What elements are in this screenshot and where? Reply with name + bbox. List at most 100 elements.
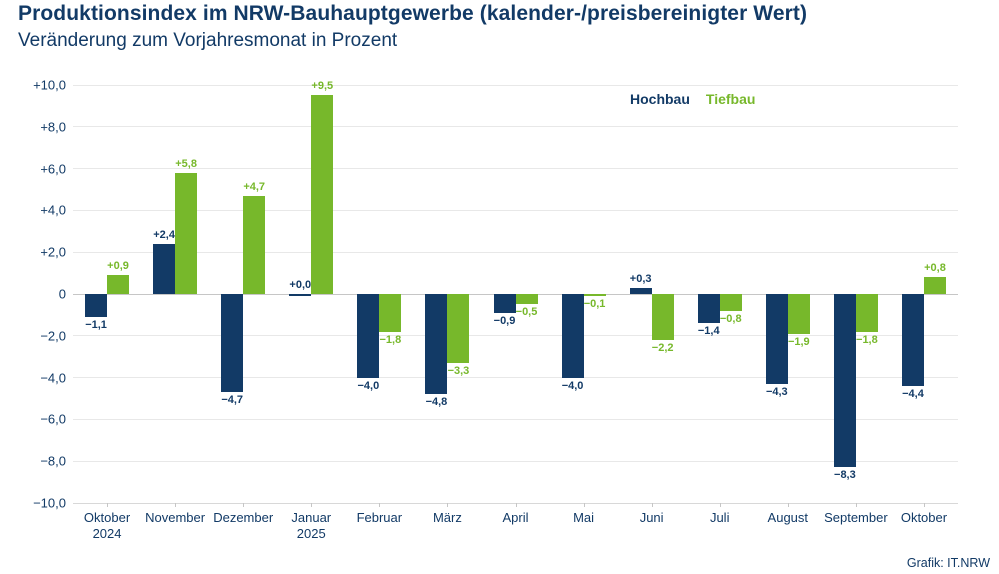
value-label-hochbau-3: −4,7: [221, 394, 244, 407]
bar-hochbau-8: [561, 294, 584, 378]
bar-hochbau-4: [289, 294, 312, 296]
y-axis-tick-label: +8,0: [40, 119, 66, 135]
x-axis-label-10: Juli: [709, 510, 730, 525]
chart-title: Produktionsindex im NRW-Bauhauptgewerbe …: [18, 2, 808, 25]
bar-tiefbau-7: [515, 294, 538, 305]
bar-tiefbau-6: [447, 294, 470, 363]
value-label-tiefbau-7: −0,5: [515, 306, 538, 319]
value-label-tiefbau-5: −1,8: [379, 333, 402, 346]
value-label-hochbau-2: +2,4: [153, 228, 175, 241]
x-axis-label-6: März: [432, 510, 462, 525]
x-axis-tick: [311, 503, 313, 507]
bar-hochbau-7: [493, 294, 516, 313]
bar-hochbau-2: [153, 243, 176, 294]
x-axis-label-9: Juni: [639, 510, 664, 525]
gridline-y-10: [73, 84, 958, 86]
bar-hochbau-9: [629, 287, 652, 294]
gridline-y--2: [73, 335, 958, 337]
bar-tiefbau-13: [923, 277, 946, 294]
bar-tiefbau-8: [583, 294, 606, 297]
value-label-tiefbau-10: −0,8: [719, 312, 742, 325]
y-axis-tick-label: +2,0: [40, 244, 66, 260]
bar-tiefbau-11: [787, 294, 810, 334]
credit-label: Grafik: IT.NRW: [906, 556, 990, 570]
bar-hochbau-5: [357, 294, 380, 378]
y-axis-tick-label: +6,0: [40, 161, 66, 177]
legend-item-hochbau: Hochbau: [630, 91, 690, 107]
plot-area: Hochbau Tiefbau +10,0 +8,0 +6,0 +4,0 +2,0 0 −2,…: [33, 78, 958, 541]
x-axis-tick: [923, 503, 925, 507]
value-label-hochbau-7: −0,9: [493, 314, 516, 327]
value-label-hochbau-1: −1,1: [85, 318, 107, 331]
y-axis-tick-label: −10,0: [33, 495, 66, 511]
x-axis-label-12: September: [824, 510, 888, 525]
value-label-tiefbau-11: −1,9: [787, 335, 810, 348]
gridline-y-4: [73, 209, 958, 211]
x-axis-tick: [651, 503, 653, 507]
value-label-hochbau-10: −1,4: [697, 325, 720, 338]
gridline-y--8: [73, 460, 958, 462]
bar-hochbau-10: [697, 294, 720, 324]
x-axis-tick: [243, 503, 245, 507]
x-axis-label-5: Februar: [356, 510, 403, 525]
y-axis-tick-label: −2,0: [40, 328, 66, 344]
x-axis-label-8: Mai: [573, 510, 595, 525]
x-axis-label-2: November: [145, 510, 206, 525]
gridline-y-8: [73, 126, 958, 128]
value-label-hochbau-12: −8,3: [834, 469, 856, 482]
x-axis-tick: [583, 503, 585, 507]
value-label-tiefbau-3: +4,7: [243, 180, 266, 193]
y-axis-tick-label: −4,0: [40, 370, 66, 386]
value-label-tiefbau-4: +9,5: [311, 80, 334, 93]
x-axis-tick: [515, 503, 517, 507]
x-axis-label-7: April: [502, 510, 529, 525]
bar-tiefbau-3: [243, 195, 266, 294]
x-axis-tick: [447, 503, 449, 507]
legend: Hochbau Tiefbau: [630, 91, 755, 107]
x-axis-label-4: Januar 2025: [291, 510, 332, 542]
gridline-y--4: [73, 377, 958, 379]
x-axis-tick: [379, 503, 381, 507]
bar-tiefbau-5: [379, 294, 402, 332]
bar-hochbau-6: [425, 294, 448, 395]
value-label-tiefbau-1: +0,9: [107, 260, 129, 273]
value-label-tiefbau-6: −3,3: [447, 364, 470, 377]
y-axis-tick-label: −8,0: [40, 453, 66, 469]
value-label-hochbau-9: +0,3: [629, 272, 652, 285]
y-axis-tick-label: 0: [58, 286, 66, 302]
bar-hochbau-13: [901, 294, 924, 386]
x-axis-tick: [855, 503, 857, 507]
value-label-tiefbau-9: −2,2: [651, 341, 674, 354]
x-axis-label-3: Dezember: [213, 510, 274, 525]
y-axis-tick-label: +10,0: [33, 77, 66, 93]
bar-hochbau-12: [833, 294, 856, 468]
bar-hochbau-11: [765, 294, 788, 384]
value-label-tiefbau-8: −0,1: [583, 298, 606, 311]
bar-tiefbau-4: [311, 95, 334, 294]
y-axis-tick-label: +4,0: [40, 202, 66, 218]
bar-tiefbau-9: [651, 294, 674, 340]
x-axis-label-13: Oktober: [900, 510, 948, 525]
bar-tiefbau-10: [719, 294, 742, 311]
value-label-hochbau-5: −4,0: [357, 379, 380, 392]
value-label-hochbau-13: −4,4: [902, 387, 924, 400]
x-axis-tick: [175, 503, 177, 507]
value-label-hochbau-11: −4,3: [765, 385, 788, 398]
x-axis-tick: [107, 503, 109, 507]
x-axis-tick: [719, 503, 721, 507]
bar-hochbau-1: [85, 294, 108, 317]
value-label-hochbau-8: −4,0: [561, 379, 584, 392]
gridline-y--6: [73, 418, 958, 420]
x-axis-tick: [787, 503, 789, 507]
legend-item-tiefbau: Tiefbau: [705, 91, 756, 107]
gridline-y-6: [73, 168, 958, 170]
value-label-tiefbau-13: +0,8: [924, 262, 946, 275]
bar-hochbau-3: [221, 294, 244, 393]
y-axis-tick-label: −6,0: [40, 411, 66, 427]
value-label-hochbau-6: −4,8: [425, 396, 448, 409]
value-label-hochbau-4: +0,0: [289, 279, 312, 291]
chart-subtitle: Veränderung zum Vorjahresmonat in Prozen…: [18, 30, 398, 51]
bar-tiefbau-12: [855, 294, 878, 332]
gridline-y-2: [73, 251, 958, 253]
